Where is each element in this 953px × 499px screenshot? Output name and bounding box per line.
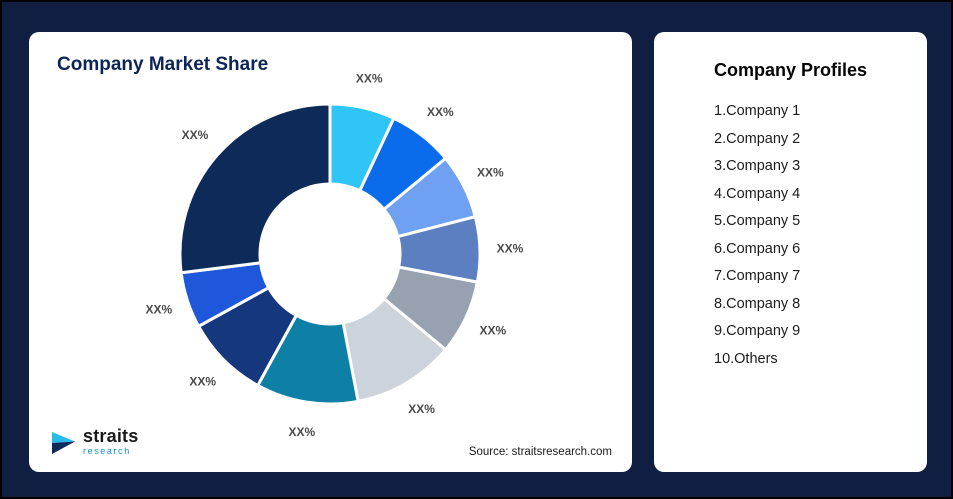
straits-logo-icon: [52, 431, 75, 454]
profile-item: 5.Company 5: [714, 213, 801, 229]
source-text: Source: straitsresearch.com: [468, 446, 612, 458]
company-profiles-list: 1.Company 1 2.Company 2 3.Company 3 4.Co…: [654, 103, 927, 367]
donut-slice-label: XX%: [288, 425, 315, 439]
profile-item: 10.Others: [714, 350, 778, 367]
profile-item: 7.Company 7: [714, 268, 801, 284]
profile-item: 2.Company 2: [714, 130, 801, 147]
profiles-title: Company Profiles: [713, 60, 868, 80]
logo-tagline: research: [83, 446, 131, 456]
logo-arrow-bottom: [52, 441, 75, 454]
chart-title: Company Market Share: [57, 54, 269, 75]
donut-slice-label: XX%: [480, 324, 507, 338]
profile-item: 1.Company 1: [714, 103, 801, 119]
profile-item: 8.Company 8: [714, 295, 801, 312]
logo-text: straits research: [83, 427, 138, 456]
logo-brand: straits: [83, 426, 139, 446]
donut-slice: [178, 102, 332, 275]
straits-research-logo: straits research: [51, 427, 138, 456]
donut-slice-label: XX%: [145, 303, 172, 317]
donut-slice-label: XX%: [356, 71, 383, 85]
profile-item: 3.Company 3: [714, 158, 801, 174]
donut-slice-label: XX%: [189, 374, 216, 388]
donut-slice-label: XX%: [408, 402, 435, 416]
donut-slice-label: XX%: [182, 128, 209, 142]
donut-slice-label: XX%: [477, 165, 504, 179]
profile-item: 4.Company 4: [714, 185, 801, 202]
market-share-donut-chart: XX% XX% XX% XX% XX% XX% XX% XX% XX% XX%: [145, 71, 524, 439]
donut-slice-label: XX%: [427, 105, 454, 119]
donut-slice-label: XX%: [497, 241, 524, 255]
profile-item: 9.Company 9: [714, 323, 801, 339]
logo-arrow-top: [52, 431, 75, 443]
market-share-card: Company Market Share XX% XX% XX% XX% XX% XX% X…: [29, 32, 632, 472]
company-profiles-card: Company Profiles 1.Company 1 2.Company 2…: [654, 32, 927, 472]
profile-item: 6.Company 6: [714, 240, 801, 257]
